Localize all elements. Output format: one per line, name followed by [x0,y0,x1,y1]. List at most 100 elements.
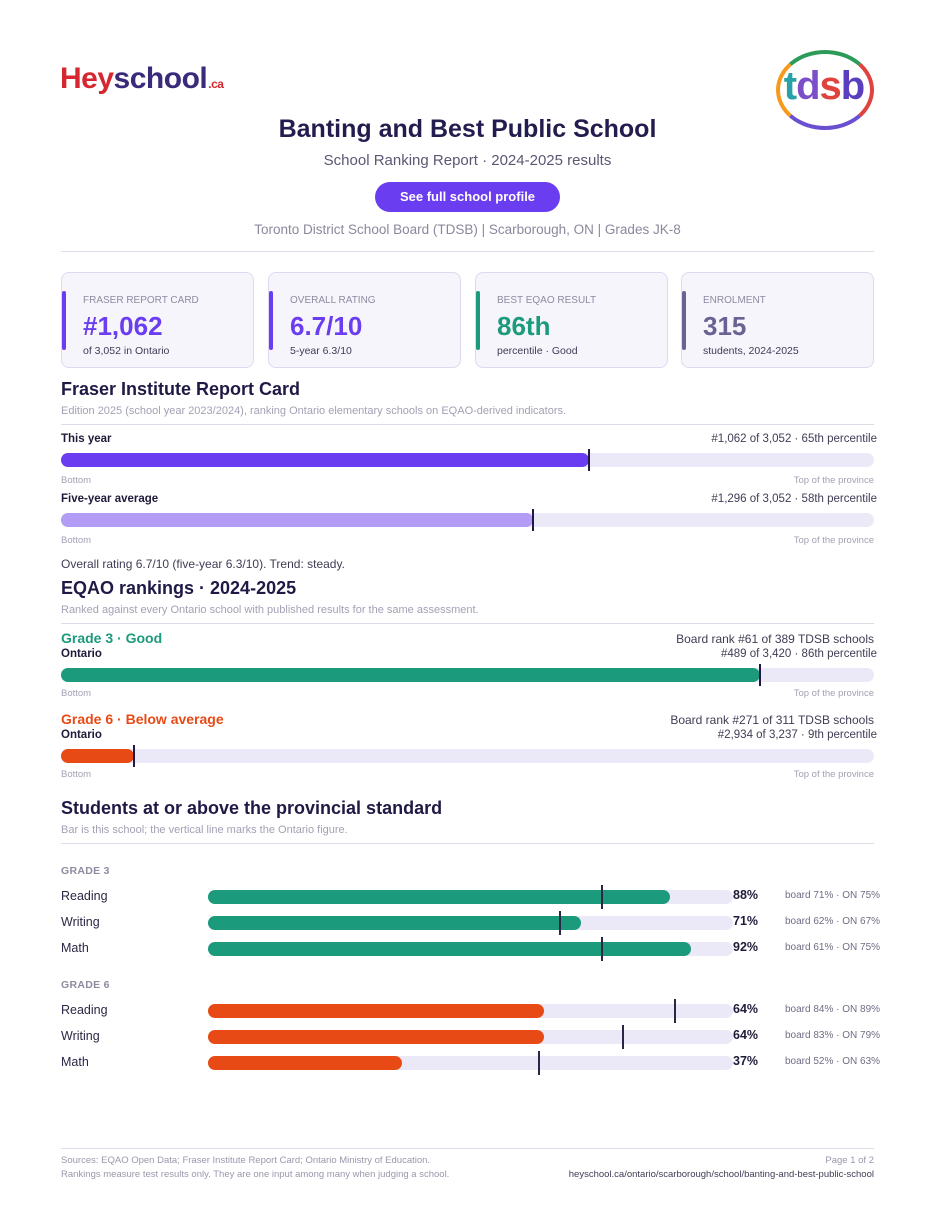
subject-bar-track [208,1025,733,1049]
ontario-marker [558,911,561,935]
fraser-note: Edition 2025 (school year 2023/2024), ra… [61,405,567,417]
fraser-bar-fill [61,453,590,467]
fraser-bar-label: This year [61,433,112,445]
subject-bar-fill [208,942,691,956]
eqao-bar-track [61,745,874,767]
standard-divider [61,843,874,844]
scale-top-label: Top of the province [793,535,874,546]
eqao-bar-fill [61,668,761,682]
subject-bar-track [208,911,733,935]
ontario-marker [537,1051,540,1075]
subject-label: Reading [61,1003,108,1017]
scale-bottom-label: Bottom [61,535,92,546]
card-label: OVERALL RATING [290,295,376,306]
eqao-bar-marker [133,745,136,767]
eqao-bar-marker [759,664,762,686]
footer-divider [61,1148,874,1149]
page-title: Banting and Best Public School [278,115,657,143]
tdsb-letter-b: b [840,64,865,108]
page-number: Page 1 of 2 [825,1155,874,1166]
subject-percent: 64% [733,1002,759,1016]
subject-comparison: board 61% · ON 75% [785,942,881,953]
card-sub: percentile · Good [497,345,578,357]
card-value: 6.7/10 [290,311,363,341]
eqao-board-rank: Board rank #61 of 389 TDSB schools [676,632,874,646]
full-profile-button[interactable]: See full school profile [375,182,560,212]
school-meta: Toronto District School Board (TDSB) | S… [254,222,681,237]
scale-bottom-label: Bottom [61,475,92,486]
summary-card: ENROLMENT 315 students, 2024-2025 [681,272,874,368]
tdsb-letter-d: d [796,64,820,108]
summary-card: FRASER REPORT CARD #1,062 of 3,052 in Onta… [61,272,254,368]
fraser-bar-marker [588,449,591,471]
eqao-board-rank: Board rank #271 of 311 TDSB schools [670,713,874,727]
standard-heading: Students at or above the provincial stan… [61,798,443,818]
scale-top-label: Top of the province [793,688,874,699]
summary-card: OVERALL RATING 6.7/10 5-year 6.3/10 [268,272,461,368]
subject-comparison: board 84% · ON 89% [785,1004,881,1015]
standard-note: Bar is this school; the vertical line ma… [61,824,348,836]
footer-disclaimer: Rankings measure test results only. They… [61,1169,450,1180]
ontario-marker [674,999,677,1023]
fraser-summary: Overall rating 6.7/10 (five-year 6.3/10)… [61,557,345,571]
subject-comparison: board 83% · ON 79% [785,1030,881,1041]
fraser-bar-track [61,509,874,531]
subject-percent: 88% [733,888,759,902]
subject-percent: 64% [733,1028,759,1042]
card-sub: 5-year 6.3/10 [290,345,352,357]
eqao-note: Ranked against every Ontario school with… [61,604,479,616]
subject-label: Reading [61,889,108,903]
subject-percent: 37% [733,1054,759,1068]
ontario-marker [600,937,603,961]
logo-school-text: school [113,62,208,95]
subject-bar-track [208,937,733,961]
logo-hey-text: Hey [60,62,114,95]
scale-bottom-label: Bottom [61,769,92,780]
fraser-bar-rank: #1,062 of 3,052 · 65th percentile [711,433,877,445]
fraser-bar-rank: #1,296 of 3,052 · 58th percentile [711,493,877,505]
eqao-ontario-rank: #2,934 of 3,237 · 9th percentile [717,729,877,741]
heyschool-logo: Heyschool.ca [60,62,224,96]
subject-label: Math [61,941,89,955]
fraser-bar-label: Five-year average [61,493,159,505]
card-value: #1,062 [83,311,163,341]
scale-top-label: Top of the province [793,475,874,486]
footer-sources-line: Sources: EQAO Open Data; Fraser Institut… [61,1155,431,1166]
subject-label: Math [61,1055,89,1069]
footer-sources: Sources: EQAO Open Data; Fraser Institut… [61,1154,449,1182]
subject-label: Writing [61,1029,100,1043]
card-label: FRASER REPORT CARD [83,295,199,306]
tdsb-letter-s: s [819,64,842,108]
subject-bar-fill [208,1056,403,1070]
eqao-ontario-label: Ontario [61,729,102,741]
card-accent [269,291,273,350]
card-value: 86th [497,311,551,341]
header-divider [61,251,874,252]
subject-bar-track [208,999,733,1023]
subject-bar-track [208,885,733,909]
subject-percent: 92% [733,940,759,954]
card-label: BEST EQAO RESULT [497,295,597,306]
card-sub: of 3,052 in Ontario [83,345,170,357]
summary-card: BEST EQAO RESULT 86th percentile · Good [475,272,668,368]
ontario-marker [621,1025,624,1049]
page-subtitle: School Ranking Report · 2024-2025 result… [323,152,612,169]
subject-bar-fill [208,1004,544,1018]
subject-bar-fill [208,1030,544,1044]
tdsb-logo-text: tdsb [772,64,876,109]
eqao-ontario-rank: #489 of 3,420 · 86th percentile [720,648,877,660]
logo-ca-text: .ca [208,77,224,91]
ontario-marker [600,885,603,909]
subject-bar-track [208,1051,733,1075]
card-accent [62,291,66,350]
tdsb-letter-t: t [783,64,797,108]
card-value: 315 [703,311,747,341]
card-accent [682,291,686,350]
eqao-bar-fill [61,749,135,763]
scale-bottom-label: Bottom [61,688,92,699]
grade-group-title: GRADE 3 [61,865,110,877]
footer-url[interactable]: heyschool.ca/ontario/scarborough/school/… [568,1169,874,1180]
grade-group-title: GRADE 6 [61,979,110,991]
fraser-bar-fill [61,513,533,527]
subject-comparison: board 71% · ON 75% [785,890,881,901]
